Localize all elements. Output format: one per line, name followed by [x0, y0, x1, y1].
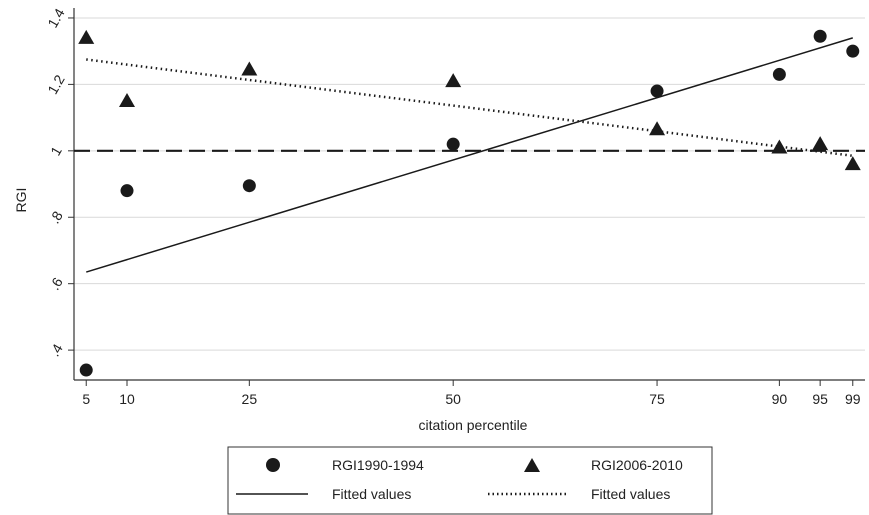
point-rgi2006-2010	[241, 61, 258, 76]
x-tick-label: 75	[649, 391, 665, 407]
y-tick-label: 1.4	[44, 5, 68, 30]
y-tick-label: 1	[47, 143, 65, 158]
point-rgi2006-2010	[844, 156, 861, 171]
point-layer	[78, 29, 861, 377]
point-rgi2006-2010	[119, 93, 136, 107]
point-rgi1990-1994	[846, 44, 860, 58]
point-rgi1990-1994	[813, 29, 827, 43]
x-tick-label: 99	[845, 391, 861, 407]
legend-label-fit-1: Fitted values	[332, 486, 411, 502]
point-rgi1990-1994	[650, 84, 664, 98]
point-rgi1990-1994	[79, 363, 93, 377]
point-rgi2006-2010	[771, 139, 788, 154]
point-rgi1990-1994	[772, 67, 786, 81]
legend-label-fit-2: Fitted values	[591, 486, 670, 502]
x-tick-label: 95	[812, 391, 828, 407]
y-tick-label: .8	[46, 208, 66, 226]
point-rgi2006-2010	[445, 73, 462, 88]
axis-layer: .4 .6 .8 1 1.2 1.4 5 10 25 50 75 90 95 99	[44, 5, 865, 407]
y-tick-label: .4	[46, 341, 66, 359]
x-axis-title: citation percentile	[419, 417, 528, 433]
legend-circle-marker	[266, 458, 280, 472]
fitted-line-solid	[86, 37, 853, 273]
x-tick-label: 5	[82, 391, 90, 407]
x-tick-label: 25	[242, 391, 258, 407]
legend-label-series-1: RGI1990-1994	[332, 457, 424, 473]
point-rgi1990-1994	[446, 137, 460, 151]
y-tick-label: 1.2	[44, 72, 68, 97]
x-tick-label: 50	[445, 391, 461, 407]
fit-layer	[74, 37, 865, 273]
fitted-line-dotted	[86, 58, 853, 158]
point-rgi2006-2010	[812, 136, 829, 151]
point-rgi1990-1994	[242, 179, 256, 193]
y-axis-title: RGI	[13, 188, 29, 213]
point-rgi1990-1994	[120, 184, 134, 198]
grid-layer	[74, 17, 865, 351]
legend-label-series-2: RGI2006-2010	[591, 457, 683, 473]
legend-box	[227, 446, 713, 515]
point-rgi2006-2010	[649, 121, 666, 136]
point-rgi2006-2010	[78, 29, 95, 44]
x-tick-label: 90	[772, 391, 788, 407]
y-tick-label: .6	[46, 274, 66, 292]
legend-triangle-marker	[524, 458, 540, 472]
legend: RGI1990-1994 RGI2006-2010 Fitted values …	[227, 446, 713, 515]
x-tick-label: 10	[119, 391, 135, 407]
